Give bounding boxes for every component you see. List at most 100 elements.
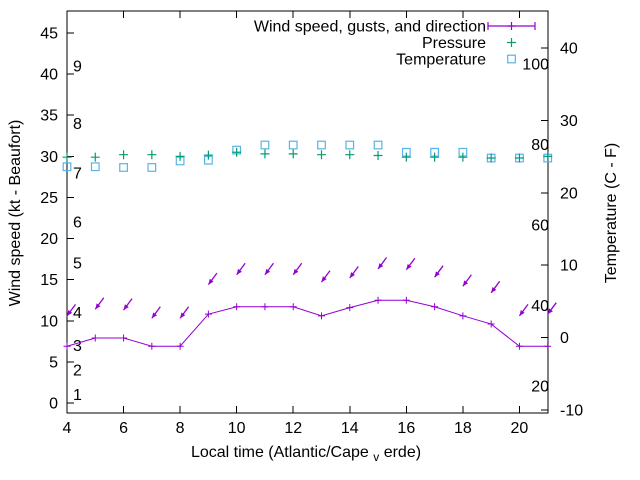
pressure-point bbox=[232, 147, 242, 157]
pressure-point bbox=[288, 149, 298, 159]
pressure-point bbox=[90, 152, 100, 162]
y-right-tick-label: 20 bbox=[560, 185, 578, 202]
gust-arrow-head bbox=[95, 303, 101, 310]
y-left-tick-label: 40 bbox=[40, 67, 58, 84]
fahrenheit-scale-label: 60 bbox=[531, 217, 549, 234]
y-left-tick-label: 25 bbox=[40, 190, 58, 207]
beaufort-scale-label: 1 bbox=[73, 387, 82, 404]
x-tick-label: 12 bbox=[284, 420, 302, 437]
pressure-point bbox=[543, 151, 553, 161]
beaufort-scale-label: 7 bbox=[73, 165, 82, 182]
x-tick-label: 18 bbox=[454, 420, 472, 437]
wind-speed-point bbox=[233, 303, 241, 311]
beaufort-scale-label: 2 bbox=[73, 363, 82, 380]
gust-arrow-head bbox=[547, 308, 553, 315]
legend-square-sample-icon bbox=[507, 54, 516, 64]
wind-speed-point bbox=[289, 303, 297, 311]
x-axis-label-subscript: v bbox=[373, 450, 379, 464]
wind-speed-point bbox=[91, 334, 99, 342]
legend-plus-sample-icon bbox=[507, 38, 516, 47]
temperature-point bbox=[345, 140, 355, 150]
temperature-point bbox=[119, 163, 128, 172]
y-left-tick-label: 0 bbox=[49, 395, 58, 412]
legend-label-pressure: Pressure bbox=[422, 35, 486, 52]
wind-speed-point bbox=[120, 334, 128, 342]
pressure-point bbox=[119, 150, 129, 160]
pressure-point bbox=[175, 151, 185, 161]
wind-speed-point bbox=[402, 296, 410, 304]
x-tick-label: 10 bbox=[228, 420, 246, 437]
wind-speed-point bbox=[374, 296, 382, 304]
y-left-tick-label: 35 bbox=[40, 108, 58, 125]
gust-arrow-head bbox=[434, 271, 440, 278]
y-right-tick-label: 0 bbox=[560, 330, 569, 347]
gust-arrow-head bbox=[180, 312, 186, 319]
beaufort-scale-label: 4 bbox=[73, 305, 82, 322]
temperature-point bbox=[373, 140, 383, 150]
pressure-point bbox=[345, 150, 355, 160]
x-tick-label: 16 bbox=[397, 420, 415, 437]
y-left-tick-label: 15 bbox=[40, 272, 58, 289]
beaufort-scale-label: 3 bbox=[73, 338, 82, 355]
y-right-tick-label: 30 bbox=[560, 113, 578, 130]
y-left-tick-label: 45 bbox=[40, 26, 58, 43]
fahrenheit-scale-label: 20 bbox=[531, 378, 549, 395]
gust-arrow-head bbox=[208, 278, 214, 285]
pressure-point bbox=[458, 152, 468, 162]
y2-axis-label: Temperature (C - F) bbox=[603, 143, 620, 283]
pressure-point bbox=[147, 150, 157, 160]
pressure-point bbox=[430, 152, 440, 162]
gust-arrow-head bbox=[151, 312, 158, 319]
temperature-point bbox=[317, 140, 326, 150]
wind-speed-point bbox=[431, 303, 439, 311]
legend-label-temperature: Temperature bbox=[396, 52, 486, 69]
gust-arrow-head bbox=[349, 272, 355, 279]
gust-arrow-head bbox=[406, 263, 412, 270]
gust-arrow-head bbox=[293, 268, 299, 275]
wind-speed-point bbox=[63, 342, 71, 350]
temperature-point bbox=[90, 162, 100, 172]
pressure-point bbox=[514, 153, 524, 163]
fahrenheit-scale-label: 40 bbox=[531, 298, 549, 315]
temperature-point bbox=[288, 140, 298, 150]
y-left-tick-label: 5 bbox=[49, 354, 58, 371]
x-tick-label: 20 bbox=[511, 420, 529, 437]
x-tick-label: 8 bbox=[176, 420, 185, 437]
gust-arrow-head bbox=[123, 304, 129, 311]
pressure-point bbox=[203, 150, 213, 160]
wind-speed-point bbox=[487, 320, 495, 328]
y-left-tick-label: 30 bbox=[40, 149, 58, 166]
pressure-point bbox=[486, 153, 496, 163]
wind-speed-point bbox=[176, 342, 184, 350]
beaufort-scale-label: 5 bbox=[73, 256, 82, 273]
gust-arrow-head bbox=[264, 268, 271, 275]
x-axis-label: Local time (Atlantic/Cape v erde) bbox=[191, 444, 421, 465]
gust-arrow-head bbox=[462, 280, 469, 287]
x-tick-label: 6 bbox=[119, 420, 128, 437]
wind-speed-point bbox=[204, 310, 212, 318]
fahrenheit-scale-label: 80 bbox=[531, 137, 549, 154]
pressure-point bbox=[373, 151, 383, 161]
pressure-point bbox=[401, 152, 411, 162]
plot-border bbox=[66, 10, 549, 414]
wind-speed-point bbox=[148, 342, 156, 350]
gust-arrow-head bbox=[519, 309, 525, 316]
wind-speed-point bbox=[544, 342, 552, 350]
y-right-tick-label: 10 bbox=[560, 258, 578, 275]
wind-speed-point bbox=[261, 303, 269, 311]
gust-arrow-head bbox=[321, 276, 327, 283]
fahrenheit-scale-label: 100 bbox=[522, 57, 549, 74]
beaufort-scale-label: 6 bbox=[73, 215, 82, 232]
wind-speed-point bbox=[515, 342, 523, 350]
pressure-point bbox=[260, 149, 270, 159]
y-right-tick-label: 40 bbox=[560, 40, 578, 57]
temperature-point bbox=[260, 140, 270, 150]
y-left-tick-label: 20 bbox=[40, 231, 58, 248]
beaufort-scale-label: 8 bbox=[73, 116, 82, 133]
pressure-point bbox=[62, 152, 72, 162]
wind-speed-line bbox=[66, 299, 548, 347]
gust-arrow-head bbox=[378, 263, 384, 269]
temperature-point bbox=[147, 163, 157, 172]
